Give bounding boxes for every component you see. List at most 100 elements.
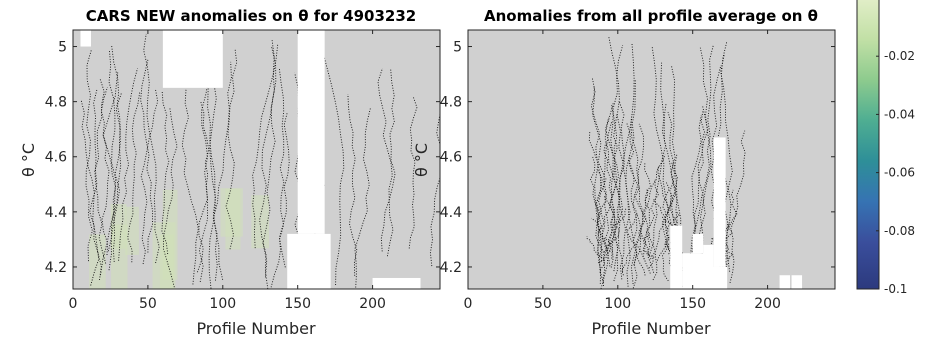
x-tick-label: 0	[464, 296, 473, 312]
contour-line	[669, 162, 678, 268]
contour-line	[657, 154, 670, 251]
contour-line	[140, 58, 154, 253]
missing-data-gap	[692, 233, 704, 254]
anomaly-patch	[220, 188, 243, 237]
missing-data-gap	[712, 266, 728, 289]
missing-data-gap	[670, 225, 683, 289]
contour-line	[642, 233, 655, 258]
missing-data-gap	[791, 275, 803, 289]
contour-line	[621, 213, 638, 276]
y-tick-label: 4.8	[440, 95, 462, 111]
x-tick-label: 50	[534, 296, 552, 312]
contour-line	[209, 48, 224, 280]
contour-line	[626, 122, 645, 260]
chart-left-y-ticks: 4.2 4.4 4.6 4.8 5	[45, 40, 440, 276]
colorbar-tick-label: -0.06	[884, 166, 915, 180]
x-tick-label: 100	[209, 296, 236, 312]
contour-line	[198, 62, 213, 282]
chart-right-field	[468, 30, 835, 289]
missing-data-gap	[80, 30, 91, 47]
x-tick-label: 150	[284, 296, 311, 312]
contour-line	[270, 112, 290, 288]
chart-right-y-ticks: 4.2 4.4 4.6 4.8 5	[440, 40, 835, 276]
x-tick-label: 150	[679, 296, 706, 312]
contour-line	[670, 64, 682, 281]
contour-line	[729, 130, 746, 284]
contour-line	[225, 48, 238, 250]
chart-left-ylabel: θ °C	[19, 143, 38, 177]
chart-left-title: CARS NEW anomalies on θ for 4903232	[86, 7, 416, 25]
y-tick-label: 4.6	[440, 150, 462, 166]
colorbar-tick-label: -0.1	[884, 282, 907, 296]
contour-line	[630, 116, 644, 266]
y-tick-label: 4.6	[45, 150, 67, 166]
contour-line	[606, 44, 624, 267]
contour-line	[664, 154, 678, 282]
chart-left: CARS NEW anomalies on θ for 4903232 0 50 1…	[19, 7, 441, 338]
contour-line	[127, 92, 141, 263]
contour-line	[710, 235, 725, 282]
contour-line	[628, 153, 651, 274]
contour-line	[605, 117, 620, 282]
anomaly-patch	[89, 234, 106, 289]
x-tick-label: 200	[359, 296, 386, 312]
contour-line	[698, 111, 706, 255]
contour-line	[89, 89, 102, 281]
y-tick-label: 5	[58, 40, 67, 56]
contour-line	[644, 162, 655, 273]
colorbar-tick-label: -0.02	[884, 49, 915, 63]
anomaly-patch	[111, 224, 128, 289]
colorbar-tick-label: -0.08	[884, 224, 915, 238]
contour-line	[597, 177, 611, 257]
contour-line	[322, 50, 345, 286]
missing-data-gap	[703, 244, 714, 289]
contour-line	[710, 65, 724, 278]
chart-right: Anomalies from all profile average on θ …	[412, 7, 836, 338]
chart-right-gaps	[670, 137, 803, 289]
chart-left-axes-box	[72, 29, 441, 290]
contour-line	[80, 99, 100, 286]
contour-line	[647, 179, 660, 281]
contour-line	[588, 131, 609, 255]
x-tick-label: 0	[69, 296, 78, 312]
y-tick-label: 5	[453, 40, 462, 56]
colorbar-ticks: -0.02 -0.04 -0.06 -0.08 -0.1	[876, 49, 915, 296]
y-tick-label: 4.2	[45, 260, 67, 276]
contour-line	[102, 70, 119, 252]
chart-left-x-ticks: 0 50 100 150 200	[69, 30, 386, 312]
missing-data-gap	[297, 30, 325, 234]
contour-line	[100, 49, 116, 276]
contour-line	[722, 189, 738, 259]
contour-line	[212, 61, 232, 281]
y-tick-label: 4.2	[440, 260, 462, 276]
contour-line	[663, 102, 686, 282]
chart-right-x-ticks: 0 50 100 150 200	[464, 30, 781, 312]
chart-left-gaps	[80, 30, 421, 289]
x-tick-label: 200	[754, 296, 781, 312]
contour-line	[377, 68, 394, 257]
chart-right-ylabel: θ °C	[412, 143, 431, 177]
contour-line	[622, 43, 637, 285]
contour-line	[691, 44, 714, 258]
contour-line	[140, 88, 159, 265]
contour-line	[354, 107, 372, 288]
contour-line	[429, 111, 440, 267]
chart-right-xlabel: Profile Number	[591, 319, 711, 338]
contour-line	[720, 54, 733, 288]
contour-line	[595, 169, 606, 287]
anomaly-patch	[125, 206, 139, 255]
missing-data-gap	[372, 277, 421, 289]
contour-line	[347, 94, 358, 276]
x-tick-label: 100	[604, 296, 631, 312]
contour-line	[259, 46, 277, 289]
contour-line	[143, 33, 160, 264]
chart-right-axes-box	[467, 29, 836, 290]
chart-left-xlabel: Profile Number	[196, 319, 316, 338]
y-tick-label: 4.4	[45, 205, 67, 221]
contour-line	[608, 35, 624, 259]
y-tick-label: 4.4	[440, 205, 462, 221]
contour-line	[662, 192, 672, 282]
x-tick-label: 50	[139, 296, 157, 312]
contour-line	[262, 39, 276, 278]
